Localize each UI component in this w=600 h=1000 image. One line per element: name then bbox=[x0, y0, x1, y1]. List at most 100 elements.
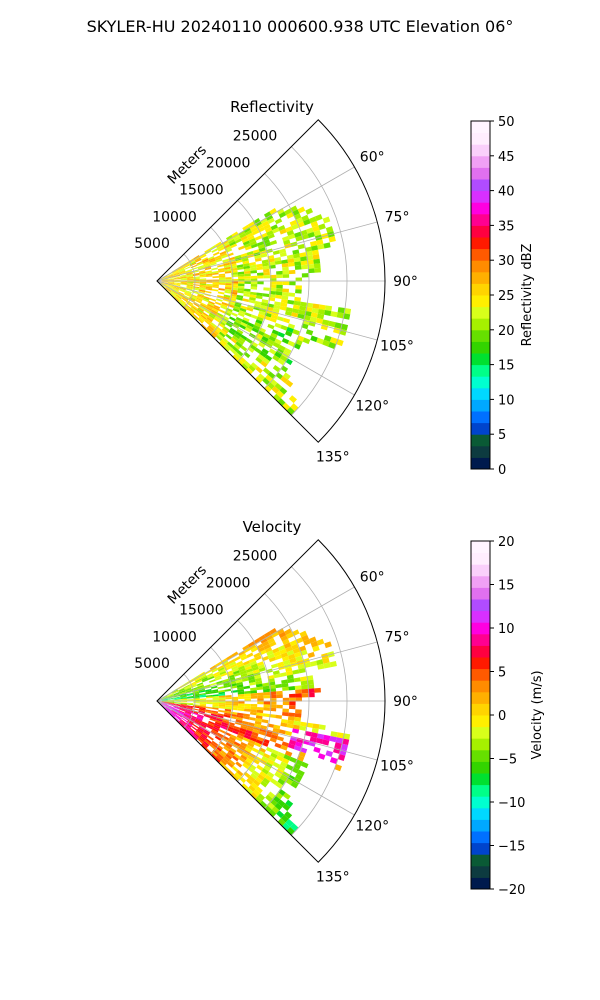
field-cell bbox=[276, 690, 283, 695]
field-cell bbox=[281, 298, 288, 304]
field-cell bbox=[317, 753, 326, 760]
field-cell bbox=[306, 259, 314, 265]
field-cell bbox=[220, 723, 228, 728]
field-cell bbox=[179, 287, 186, 291]
field-cell bbox=[209, 259, 216, 263]
field-cell bbox=[260, 360, 268, 368]
field-cell bbox=[250, 687, 257, 691]
field-cell bbox=[224, 708, 232, 712]
colorbar-segment bbox=[471, 387, 490, 400]
field-cell bbox=[234, 772, 242, 779]
field-cell bbox=[211, 248, 218, 253]
field-cell bbox=[186, 697, 194, 699]
field-cell bbox=[328, 236, 336, 243]
colorbar-tick-label: 20 bbox=[498, 535, 515, 550]
field-cell bbox=[255, 356, 263, 364]
field-cell bbox=[179, 708, 186, 712]
field-cell bbox=[329, 757, 338, 765]
field-cell bbox=[176, 293, 183, 298]
field-cell bbox=[289, 639, 298, 647]
field-cell bbox=[217, 667, 225, 672]
field-cell bbox=[292, 329, 300, 336]
colorbar-segment bbox=[471, 564, 490, 577]
field-cell bbox=[272, 727, 280, 733]
field-cell bbox=[236, 748, 244, 755]
field-cell bbox=[271, 663, 279, 669]
field-cell bbox=[306, 679, 314, 685]
field-cell bbox=[166, 705, 173, 709]
field-cell bbox=[196, 717, 203, 722]
field-cell bbox=[249, 224, 257, 230]
field-cell bbox=[184, 713, 191, 717]
field-cell bbox=[173, 273, 180, 277]
field-cell bbox=[205, 318, 212, 324]
field-cell bbox=[186, 276, 194, 278]
field-cell bbox=[227, 738, 235, 744]
field-cell bbox=[284, 730, 293, 736]
field-cell bbox=[179, 720, 185, 726]
field-cell bbox=[199, 271, 206, 274]
field-cell bbox=[249, 264, 257, 269]
field-cell bbox=[250, 275, 258, 279]
azimuth-tick-label: 120° bbox=[355, 818, 389, 834]
field-cell bbox=[220, 672, 228, 677]
field-cell bbox=[208, 720, 215, 725]
field-cell bbox=[228, 329, 236, 336]
field-cell bbox=[259, 351, 267, 358]
field-cell bbox=[252, 249, 260, 254]
field-cell bbox=[249, 681, 256, 686]
field-cell bbox=[249, 736, 257, 743]
azimuth-gridline bbox=[156, 280, 378, 341]
colorbar-segment bbox=[471, 657, 490, 670]
field-cell bbox=[212, 281, 220, 283]
field-cell bbox=[167, 274, 174, 278]
field-cell bbox=[263, 643, 271, 650]
field-cell bbox=[172, 708, 179, 712]
field-cell bbox=[342, 313, 351, 320]
field-cell bbox=[197, 264, 204, 269]
field-cell bbox=[249, 660, 257, 666]
azimuth-gridline bbox=[156, 586, 355, 702]
field-cell bbox=[247, 322, 255, 328]
field-cell bbox=[217, 247, 225, 252]
field-cell bbox=[165, 287, 172, 292]
range-tick-label: 5000 bbox=[134, 656, 170, 672]
field-cell bbox=[218, 288, 225, 291]
field-cell bbox=[243, 734, 251, 740]
colorbar-segment bbox=[471, 329, 490, 342]
field-cell bbox=[268, 713, 276, 719]
field-cell bbox=[197, 292, 205, 297]
field-cell bbox=[263, 752, 271, 759]
field-cell bbox=[259, 800, 267, 809]
field-cell bbox=[171, 289, 178, 294]
field-cell bbox=[238, 230, 246, 237]
field-cell bbox=[325, 305, 333, 312]
field-cell bbox=[256, 709, 264, 714]
field-cell bbox=[186, 272, 193, 275]
field-cell bbox=[311, 307, 319, 314]
field-cell bbox=[313, 230, 322, 237]
field-cell bbox=[200, 734, 207, 740]
field-cell bbox=[317, 663, 325, 670]
field-cell bbox=[275, 781, 283, 789]
field-cell bbox=[245, 367, 254, 375]
field-cell bbox=[239, 744, 247, 750]
field-cell bbox=[186, 275, 194, 277]
field-cell bbox=[218, 309, 226, 314]
field-cell bbox=[283, 372, 291, 380]
field-cell bbox=[263, 275, 271, 279]
field-cell bbox=[186, 286, 193, 289]
field-cell bbox=[222, 258, 229, 263]
field-cell bbox=[180, 281, 188, 283]
colorbar-segment bbox=[471, 190, 490, 203]
field-cell bbox=[180, 694, 187, 697]
field-cell bbox=[166, 286, 172, 291]
field-cell bbox=[205, 709, 212, 712]
field-cell bbox=[178, 269, 186, 273]
field-cell bbox=[166, 693, 173, 697]
field-cell bbox=[199, 284, 207, 287]
field-cell bbox=[304, 310, 312, 317]
field-cell bbox=[194, 257, 201, 262]
field-cell bbox=[161, 702, 168, 705]
field-cell bbox=[225, 695, 232, 698]
